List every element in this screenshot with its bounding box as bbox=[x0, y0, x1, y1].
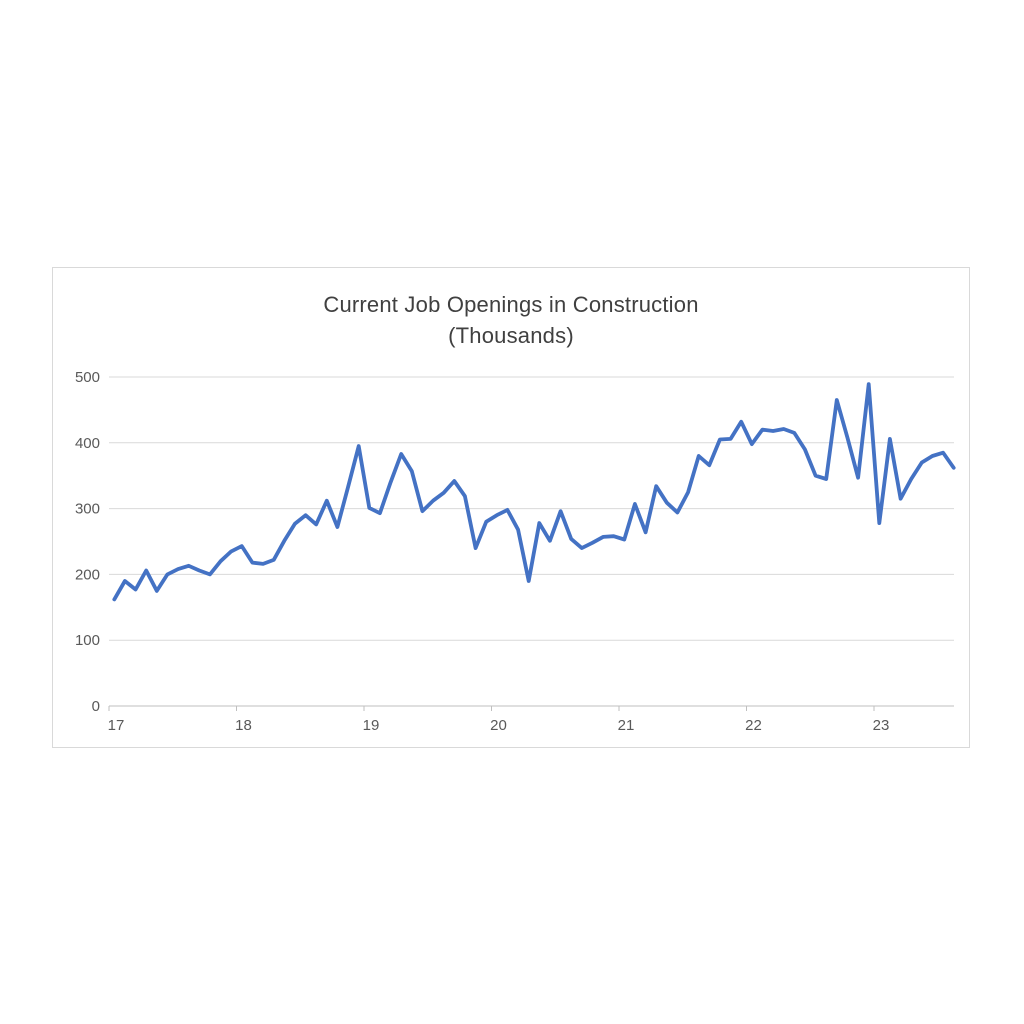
y-axis-label-200: 200 bbox=[75, 566, 100, 583]
x-axis-label-22: 22 bbox=[745, 717, 762, 734]
y-axis-label-300: 300 bbox=[75, 501, 100, 518]
x-axis-label-21: 21 bbox=[618, 717, 635, 734]
x-axis-label-19: 19 bbox=[363, 717, 380, 734]
line-chart-canvas: 0 100 200 300 400 500 17 18 19 20 21 22 23 bbox=[75, 369, 956, 734]
chart-container: Current Job Openings in Construction (Th… bbox=[52, 267, 970, 748]
x-axis-label-17: 17 bbox=[108, 717, 125, 734]
y-axis-label-500: 500 bbox=[75, 369, 100, 386]
x-axis-label-20: 20 bbox=[490, 717, 507, 734]
chart-title: Current Job Openings in Construction (Th… bbox=[53, 289, 969, 351]
data-series-line bbox=[112, 382, 956, 602]
chart-title-line2: (Thousands) bbox=[448, 323, 574, 348]
x-axis-label-18: 18 bbox=[235, 717, 252, 734]
x-axis-label-23: 23 bbox=[873, 717, 890, 734]
y-axis-label-0: 0 bbox=[92, 698, 100, 715]
y-axis-label-400: 400 bbox=[75, 435, 100, 452]
chart-title-line1: Current Job Openings in Construction bbox=[323, 292, 699, 317]
y-axis-label-100: 100 bbox=[75, 632, 100, 649]
